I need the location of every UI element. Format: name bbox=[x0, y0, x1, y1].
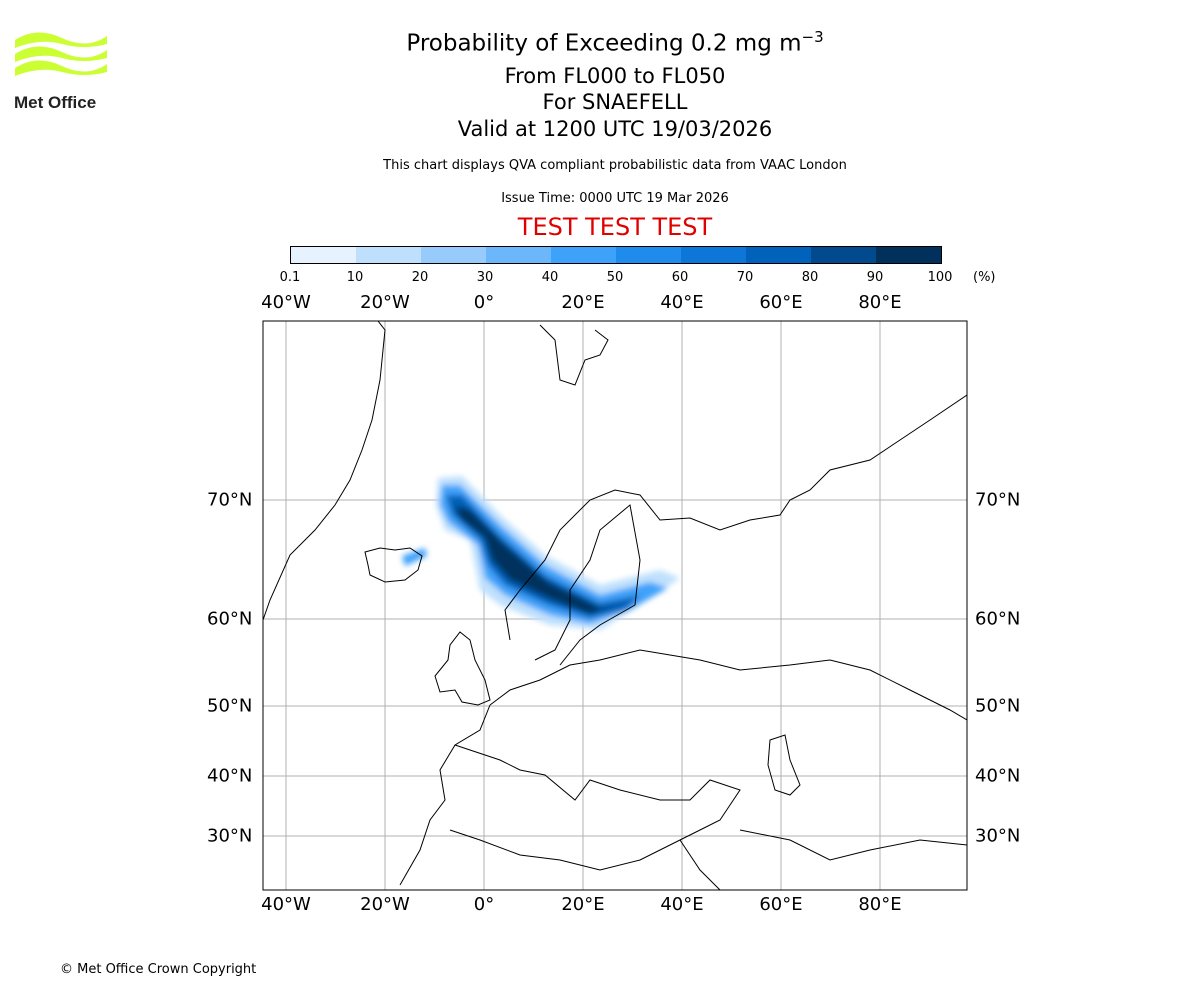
colorbar-bin bbox=[681, 247, 746, 263]
colorbar bbox=[290, 246, 942, 264]
colorbar-tick-label: 20 bbox=[411, 270, 429, 285]
ash-plume bbox=[402, 476, 680, 630]
test-banner: TEST TEST TEST bbox=[517, 213, 713, 241]
lon-label: 40°E bbox=[660, 292, 704, 313]
lat-label: 30°N bbox=[207, 825, 253, 847]
colorbar-tick-label: 50 bbox=[606, 270, 624, 285]
lon-label: 40°W bbox=[261, 894, 311, 915]
chart-subtitle: This chart displays QVA compliant probab… bbox=[383, 158, 847, 173]
lon-label: 40°E bbox=[660, 894, 704, 915]
sweden-finland bbox=[534, 504, 641, 666]
lat-label: 60°N bbox=[207, 608, 253, 630]
lon-label: 20°E bbox=[561, 894, 605, 915]
lat-label: 40°N bbox=[207, 765, 253, 787]
greenland bbox=[263, 321, 386, 621]
colorbar-bin bbox=[421, 247, 486, 263]
iceland bbox=[364, 547, 423, 583]
colorbar-tick-label: 40 bbox=[541, 270, 559, 285]
lat-label: 30°N bbox=[975, 825, 1021, 847]
chart-title: Probability of Exceeding 0.2 mg m−3 bbox=[406, 28, 824, 57]
lon-label: 0° bbox=[473, 292, 495, 313]
caspian bbox=[767, 734, 801, 796]
arabia bbox=[679, 829, 967, 890]
colorbar-bin bbox=[291, 247, 356, 263]
lon-label: 40°W bbox=[261, 292, 311, 313]
colorbar-tick-label: 60 bbox=[671, 270, 689, 285]
lat-label: 60°N bbox=[975, 608, 1021, 630]
colorbar-bin bbox=[486, 247, 551, 263]
colorbar-tick-label: 80 bbox=[801, 270, 819, 285]
lon-label: 0° bbox=[473, 894, 495, 915]
lon-label: 60°E bbox=[759, 292, 803, 313]
colorbar-bin bbox=[746, 247, 811, 263]
colorbar-tick-label: 10 bbox=[346, 270, 364, 285]
iceland-plume bbox=[402, 548, 427, 566]
lon-label: 80°E bbox=[858, 894, 902, 915]
colorbar-tick-label: 90 bbox=[866, 270, 884, 285]
coastlines bbox=[263, 321, 967, 890]
colorbar-tick-label: 70 bbox=[736, 270, 754, 285]
issue-time: Issue Time: 0000 UTC 19 Mar 2026 bbox=[501, 191, 729, 206]
svalbard bbox=[539, 324, 609, 386]
europe-coast bbox=[399, 649, 967, 886]
colorbar-tick-label: 30 bbox=[476, 270, 494, 285]
lon-label: 80°E bbox=[858, 292, 902, 313]
colorbar-unit: (%) bbox=[973, 270, 996, 285]
lat-label: 70°N bbox=[975, 489, 1021, 511]
british-isles bbox=[434, 631, 491, 706]
colorbar-bin bbox=[616, 247, 681, 263]
met-office-logo: Met Office bbox=[14, 32, 107, 112]
lon-label: 20°E bbox=[561, 292, 605, 313]
colorbar-bin bbox=[551, 247, 616, 263]
volcano-name: For SNAEFELL bbox=[542, 90, 688, 114]
scandinavia bbox=[504, 394, 967, 641]
flight-level-range: From FL000 to FL050 bbox=[504, 64, 726, 88]
colorbar-bin bbox=[876, 247, 941, 263]
colorbar-bin bbox=[811, 247, 876, 263]
lon-label: 60°E bbox=[759, 894, 803, 915]
lat-label: 40°N bbox=[975, 765, 1021, 787]
lat-label: 50°N bbox=[207, 695, 253, 717]
valid-time: Valid at 1200 UTC 19/03/2026 bbox=[457, 117, 773, 141]
lat-label: 50°N bbox=[975, 695, 1021, 717]
colorbar-bin bbox=[356, 247, 421, 263]
plume-very-high-prob bbox=[455, 505, 620, 614]
lon-label: 20°W bbox=[360, 292, 410, 313]
lat-label: 70°N bbox=[207, 489, 253, 511]
map-frame bbox=[262, 320, 968, 891]
colorbar-tick-label: 0.1 bbox=[279, 270, 301, 285]
svg-text:Met Office: Met Office bbox=[14, 93, 96, 112]
copyright: © Met Office Crown Copyright bbox=[60, 962, 257, 977]
lon-label: 20°W bbox=[360, 894, 410, 915]
colorbar-tick-label: 100 bbox=[927, 270, 953, 285]
